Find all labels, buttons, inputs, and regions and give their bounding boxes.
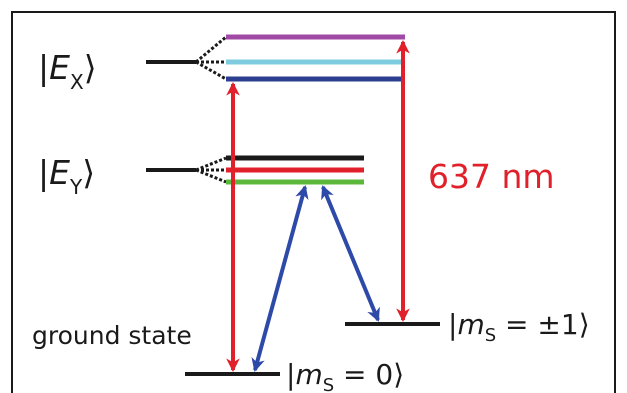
wavelength-label: 637 nm: [428, 157, 555, 196]
ground-state-label: ground state: [32, 321, 192, 350]
blue-transition-ms1: [321, 185, 380, 322]
ms0-ket-label: |mS = 0⟩: [286, 358, 404, 393]
frame-border: [11, 11, 616, 393]
ex-state-label: |EX⟩: [38, 48, 97, 94]
blue-transition-ms0: [251, 185, 309, 372]
ex-splitting-fan: [195, 35, 227, 81]
ey-state-label: |EY⟩: [38, 153, 95, 199]
ms1-ket-label: |mS = ±1⟩: [448, 308, 590, 346]
ey-splitting-fan: [195, 156, 227, 184]
